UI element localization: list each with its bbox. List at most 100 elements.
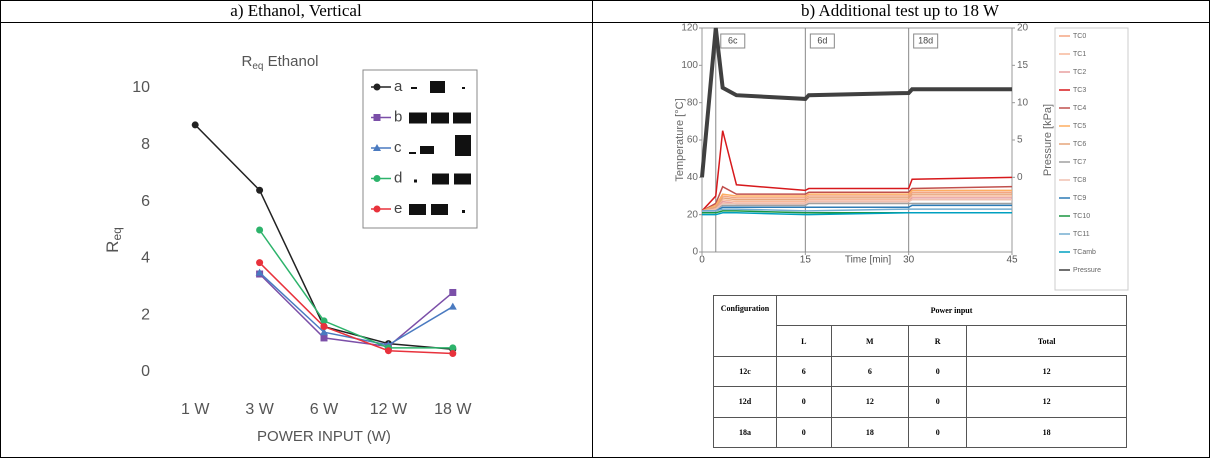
config-icon xyxy=(432,173,449,185)
panel-title: a) Ethanol, Vertical xyxy=(230,1,362,20)
x-tick-label: 45 xyxy=(1006,255,1018,266)
config-icon xyxy=(462,210,465,213)
series-line xyxy=(701,130,1013,212)
legend-label: TC2 xyxy=(1073,69,1086,76)
legend-marker xyxy=(373,205,381,213)
y2-tick-label: 5 xyxy=(1017,135,1023,146)
annotation-box xyxy=(720,33,746,49)
x-tick-label: 3 W xyxy=(245,401,274,418)
title-part: R xyxy=(241,53,252,70)
marker xyxy=(256,226,264,234)
y-tick-label: 60 xyxy=(687,135,699,146)
marker xyxy=(320,334,328,342)
legend-label: TC9 xyxy=(1073,195,1086,202)
x-axis-title: POWER INPUT (W) xyxy=(257,428,391,445)
label-part: R xyxy=(103,241,122,253)
table-cell: 18 xyxy=(966,416,1127,449)
table-cell: 0 xyxy=(776,386,832,418)
table-subheader: L xyxy=(776,325,832,357)
table-subheader: M xyxy=(830,325,910,357)
legend-marker xyxy=(373,114,381,121)
series-line xyxy=(700,27,1012,178)
marker xyxy=(449,344,457,352)
annotation: 6c xyxy=(728,35,738,45)
table-cell: 12 xyxy=(830,386,910,418)
table-subheader-row: L M R Total xyxy=(714,325,1127,357)
config-icon xyxy=(430,81,445,93)
table-cell: 0 xyxy=(908,355,968,388)
title-part: Ethanol xyxy=(263,53,318,70)
label-part: eq xyxy=(110,227,124,240)
config-icon xyxy=(409,112,427,124)
table-subheader: Total xyxy=(966,325,1127,357)
legend-label: c xyxy=(394,139,402,156)
title-part: eq xyxy=(252,61,263,72)
series-line xyxy=(701,193,1012,212)
legend-label: TC3 xyxy=(1073,87,1086,94)
config-icon xyxy=(455,135,471,156)
marker xyxy=(255,268,264,276)
legend-label: d xyxy=(394,169,402,186)
table-cell: 0 xyxy=(908,386,968,418)
legend-label: Pressure xyxy=(1073,267,1101,274)
legend-marker xyxy=(373,144,381,151)
config-icon xyxy=(414,179,417,183)
series-line xyxy=(701,198,1012,212)
table-cell: 12 xyxy=(966,386,1127,418)
series-line xyxy=(259,262,453,355)
panel-title: b) Additional test up to 18 W xyxy=(801,1,1000,20)
x-tick-label: 6 W xyxy=(310,401,339,418)
y-axis-title: Req xyxy=(103,227,124,253)
series-line xyxy=(701,189,1012,212)
config-icon xyxy=(431,204,448,215)
marker xyxy=(256,259,264,267)
x-tick-label: 30 xyxy=(903,255,915,266)
legend-label: TC0 xyxy=(1073,33,1086,40)
plot-frame xyxy=(701,27,1013,253)
legend-label: TCamb xyxy=(1073,249,1096,256)
legend-label: TC11 xyxy=(1073,231,1090,238)
legend-label: TC8 xyxy=(1073,177,1086,184)
y-tick-label: 40 xyxy=(687,172,699,183)
config-icon xyxy=(431,112,449,124)
series-line xyxy=(259,273,454,348)
legend-label: TC7 xyxy=(1073,159,1086,166)
annotation-box xyxy=(809,33,835,49)
y-tick-label: 20 xyxy=(687,209,699,220)
config-icon xyxy=(462,87,465,89)
legend-label: TC1 xyxy=(1073,51,1086,58)
y2-tick-label: 0 xyxy=(1017,172,1023,183)
legend-label: a xyxy=(394,78,403,95)
marker xyxy=(256,186,264,194)
x-tick-label: 12 W xyxy=(370,401,408,418)
y-tick-label: 6 xyxy=(141,193,150,210)
table-cell: 6 xyxy=(776,355,832,388)
table-header: Power input xyxy=(776,294,1127,327)
y-tick-label: 100 xyxy=(681,60,698,71)
x-tick-label: 18 W xyxy=(434,401,472,418)
series-line xyxy=(702,212,1012,216)
y-tick-label: 120 xyxy=(681,23,698,34)
y-tick-label: 8 xyxy=(141,136,150,153)
y-tick-label: 0 xyxy=(141,363,150,380)
y-tick-label: 10 xyxy=(132,79,150,96)
legend-label: TC5 xyxy=(1073,123,1086,130)
y2-axis-title: Pressure [kPa] xyxy=(1042,104,1054,176)
table-cell: 12 xyxy=(966,355,1127,388)
table-cell: 12d xyxy=(713,386,777,418)
series-line xyxy=(701,185,1013,212)
config-icon xyxy=(409,204,426,215)
annotation: 18d xyxy=(918,35,933,45)
y-tick-label: 2 xyxy=(141,306,150,323)
table-cell: 0 xyxy=(776,416,832,449)
legend-label: TC10 xyxy=(1073,213,1090,220)
series-line xyxy=(258,229,453,349)
marker xyxy=(384,347,392,355)
legend-label: TC6 xyxy=(1073,141,1086,148)
config-icon xyxy=(454,173,471,185)
table-cell: 18 xyxy=(830,416,910,449)
x-tick-label: 0 xyxy=(699,255,705,266)
table-header: Configuration xyxy=(713,295,777,357)
series-line xyxy=(702,208,1012,212)
